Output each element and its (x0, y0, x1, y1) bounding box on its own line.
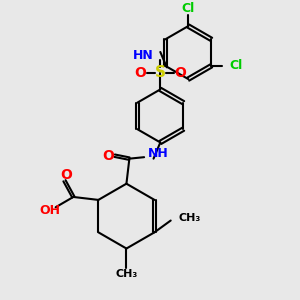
Text: O: O (60, 168, 72, 182)
Text: OH: OH (40, 204, 61, 217)
Text: HN: HN (133, 49, 154, 62)
Text: CH₃: CH₃ (179, 213, 201, 223)
Text: O: O (135, 66, 146, 80)
Text: NH: NH (148, 147, 168, 160)
Text: CH₃: CH₃ (115, 269, 138, 279)
Text: O: O (174, 66, 186, 80)
Text: Cl: Cl (230, 59, 243, 72)
Text: Cl: Cl (182, 2, 195, 16)
Text: S: S (155, 65, 166, 80)
Text: O: O (102, 149, 114, 163)
